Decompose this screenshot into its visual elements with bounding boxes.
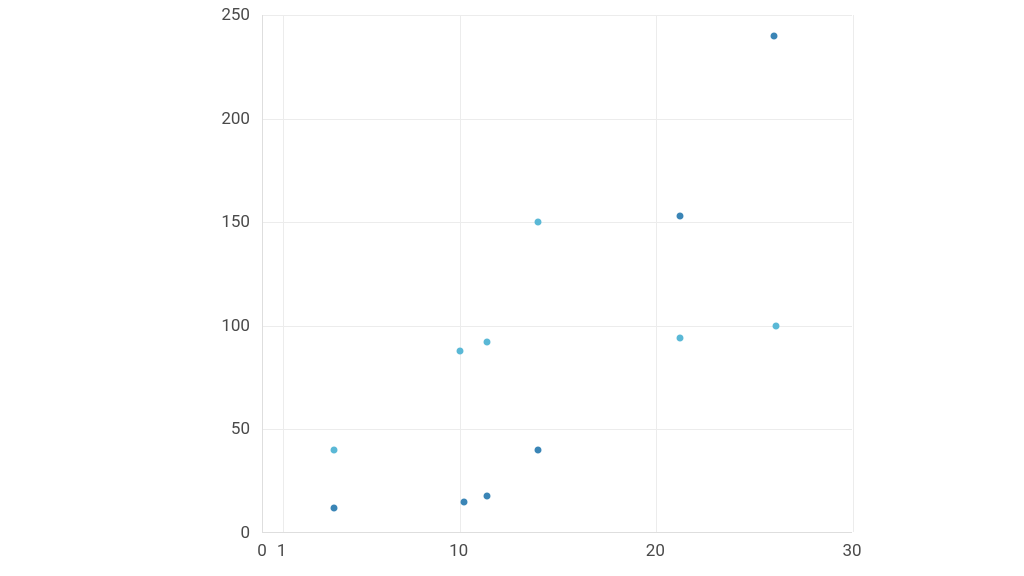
y-tick-label: 0 [240, 523, 250, 543]
x-gridline [460, 15, 461, 532]
data-point [330, 505, 337, 512]
data-point [484, 492, 491, 499]
x-tick-label: 30 [842, 541, 861, 561]
y-tick-label: 100 [221, 316, 250, 336]
y-tick-label: 50 [231, 419, 250, 439]
data-point [330, 447, 337, 454]
scatter-chart: 01102030050100150200250 [0, 0, 1024, 576]
data-point [771, 32, 778, 39]
data-point [773, 322, 780, 329]
y-tick-label: 200 [221, 109, 250, 129]
y-gridline [263, 222, 852, 223]
data-point [676, 335, 683, 342]
x-gridline [853, 15, 854, 532]
data-point [456, 347, 463, 354]
x-tick-label: 20 [646, 541, 665, 561]
x-tick-label: 0 [257, 541, 267, 561]
x-gridline [656, 15, 657, 532]
y-gridline [263, 15, 852, 16]
y-gridline [263, 326, 852, 327]
y-gridline [263, 429, 852, 430]
data-point [535, 219, 542, 226]
y-tick-label: 150 [221, 212, 250, 232]
data-point [484, 339, 491, 346]
x-gridline [283, 15, 284, 532]
y-tick-label: 250 [221, 5, 250, 25]
plot-area [262, 15, 852, 533]
x-tick-label: 10 [449, 541, 468, 561]
data-point [676, 212, 683, 219]
data-point [535, 447, 542, 454]
x-tick-label: 1 [277, 541, 287, 561]
data-point [460, 498, 467, 505]
y-gridline [263, 119, 852, 120]
